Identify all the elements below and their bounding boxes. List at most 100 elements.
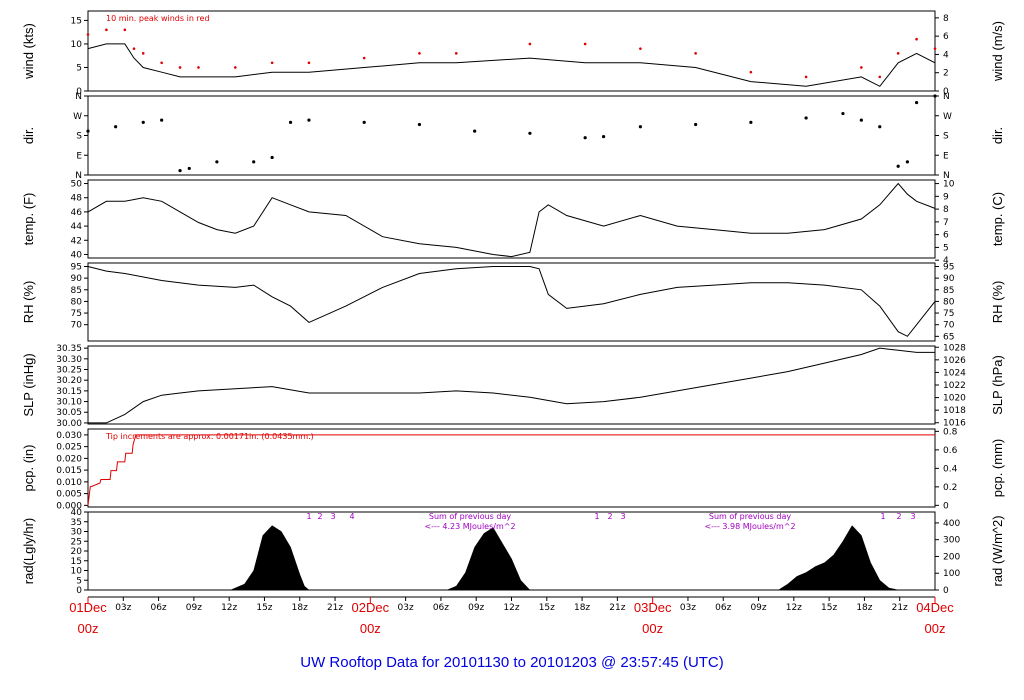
x-tick-label: 09z (750, 603, 766, 613)
x-tick-label: 15z (539, 603, 555, 613)
left-tick-label: N (75, 171, 82, 181)
series-relative-humidity (87, 266, 936, 337)
direction-point (362, 120, 366, 124)
left-tick-label: 0.010 (56, 478, 82, 488)
peak-wind-point (234, 66, 237, 69)
direction-point (270, 155, 274, 160)
left-tick-label: 0.015 (56, 466, 82, 476)
peak-wind-point (197, 66, 200, 69)
panel-annotation: Tip increments are approx. 0.00171in. (0… (105, 432, 314, 441)
left-tick-label: 30 (71, 528, 83, 538)
x-tick-label: 06z (715, 603, 731, 613)
panel-slp: 30.0030.0530.1030.1530.2030.2530.3030.35… (21, 343, 1005, 429)
peak-wind-point (454, 52, 458, 55)
rad-hour-mark: 2 (896, 512, 901, 521)
rad-hour-mark: 1 (880, 512, 885, 521)
left-tick-label: 0.000 (56, 501, 82, 511)
day-label-time: 00z (925, 621, 946, 636)
panel-frame-dir (87, 95, 936, 176)
direction-point (288, 120, 293, 124)
right-axis-label: dir. (990, 127, 1005, 144)
day-label-time: 00z (360, 621, 381, 636)
left-axis-label: pcp. (in) (21, 445, 36, 492)
right-tick-label: 1016 (943, 419, 966, 429)
rad-hour-mark: 1 (594, 512, 599, 521)
day-label-date: 04Dec (916, 600, 954, 615)
x-tick-label: 21z (892, 603, 908, 613)
left-tick-label: 10 (71, 40, 83, 50)
right-tick-label: 5 (943, 243, 949, 253)
day-label-time: 00z (642, 621, 663, 636)
right-tick-label: 1024 (943, 368, 966, 378)
left-tick-label: 20 (71, 547, 83, 557)
panel-frame-rh (87, 262, 936, 342)
left-tick-label: 75 (71, 309, 82, 319)
rad-annotation-label: Sum of previous day (429, 512, 511, 521)
x-tick-label: 15z (821, 603, 837, 613)
right-tick-label: 6 (943, 231, 949, 241)
left-tick-label: 42 (71, 236, 82, 246)
right-tick-label: 65 (943, 332, 954, 342)
left-tick-label: 0.030 (56, 431, 82, 441)
x-tick-label: 03z (115, 603, 131, 613)
peak-wind-point (362, 56, 366, 60)
direction-point (178, 169, 182, 173)
rad-hour-mark: 2 (317, 512, 322, 521)
peak-wind-point (178, 66, 182, 69)
x-tick-label: 21z (609, 603, 625, 613)
panel-frame-slp (87, 345, 936, 425)
right-tick-label: 75 (943, 309, 954, 319)
direction-point (473, 129, 477, 133)
right-axis-label: RH (%) (990, 281, 1005, 324)
direction-point (694, 122, 698, 127)
right-tick-label: 300 (943, 536, 960, 546)
direction-point (859, 118, 863, 122)
peak-wind-point (639, 47, 642, 50)
x-tick-label: 18z (574, 603, 590, 613)
right-tick-label: N (943, 171, 950, 181)
peak-wind-point (160, 61, 163, 65)
x-tick-label: 09z (186, 603, 202, 613)
direction-point (417, 122, 422, 127)
left-axis-label: RH (%) (21, 281, 36, 324)
series-solar-radiation (88, 525, 935, 591)
left-tick-label: 30.00 (56, 419, 82, 429)
right-tick-label: 8 (943, 14, 949, 24)
left-tick-label: 0.025 (56, 443, 82, 453)
right-tick-label: 7 (943, 218, 949, 228)
left-tick-label: 0.005 (56, 490, 82, 500)
right-tick-label: 0.2 (943, 483, 957, 493)
left-tick-label: W (73, 112, 82, 122)
rad-annotation-label: Sum of previous day (709, 512, 791, 521)
peak-wind-point (418, 52, 421, 55)
rad-annotation-detail: <--- 4.23 MJoules/m^2 (424, 522, 515, 531)
day-label-time: 00z (78, 621, 99, 636)
right-tick-label: 0.4 (943, 464, 958, 474)
right-tick-label: 0.6 (943, 446, 958, 456)
right-tick-label: 9 (943, 192, 949, 202)
left-tick-label: 95 (71, 262, 82, 272)
right-axis-label: SLP (hPa) (990, 355, 1005, 415)
direction-point (114, 125, 118, 129)
day-label-date: 02Dec (352, 600, 390, 615)
direction-point (601, 134, 606, 139)
right-tick-label: N (943, 92, 950, 102)
peak-wind-point (123, 28, 127, 32)
series-precipitation (87, 434, 935, 506)
left-tick-label: 25 (71, 537, 82, 547)
left-tick-label: 50 (71, 180, 83, 190)
peak-wind-point (915, 37, 918, 41)
left-axis-label: wind (kts) (21, 23, 36, 80)
direction-point (896, 164, 900, 168)
left-tick-label: 0 (76, 87, 82, 97)
peak-wind-point (105, 28, 108, 32)
left-tick-label: S (76, 132, 82, 142)
x-tick-label: 15z (256, 603, 272, 613)
direction-point (804, 116, 808, 120)
day-label-date: 01Dec (69, 600, 107, 615)
peak-wind-point (933, 47, 937, 50)
direction-point (307, 118, 311, 122)
rad-hour-mark: 3 (620, 512, 625, 521)
direction-point (141, 120, 145, 124)
